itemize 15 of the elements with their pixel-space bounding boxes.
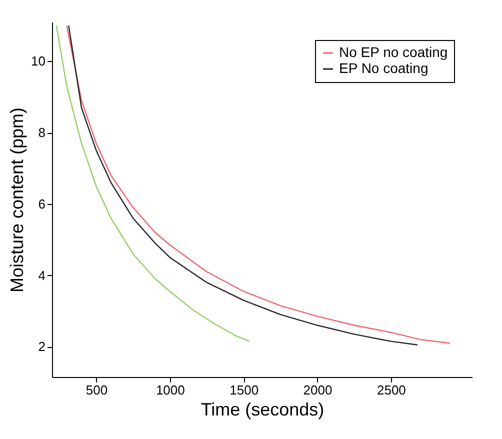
x-tick-label: 2500: [376, 382, 406, 398]
y-axis-title: Moisture content (ppm): [7, 107, 28, 293]
y-tick-label: 8: [38, 125, 46, 140]
y-tick-label: 6: [38, 196, 46, 212]
legend-label: EP No coating: [339, 60, 428, 76]
x-tick-label: 1000: [156, 382, 185, 398]
x-tick-label: 2000: [303, 382, 332, 398]
x-tick-label: 1500: [230, 382, 259, 398]
x-tick-label: 500: [86, 382, 108, 398]
line-series: [56, 24, 250, 342]
y-tick-label: 10: [31, 54, 46, 69]
y-tick-label: 2: [38, 339, 46, 354]
legend-label: No EP no coating: [339, 44, 448, 60]
x-axis-title: Time (seconds): [200, 400, 324, 420]
y-tick-label: 4: [38, 268, 46, 283]
